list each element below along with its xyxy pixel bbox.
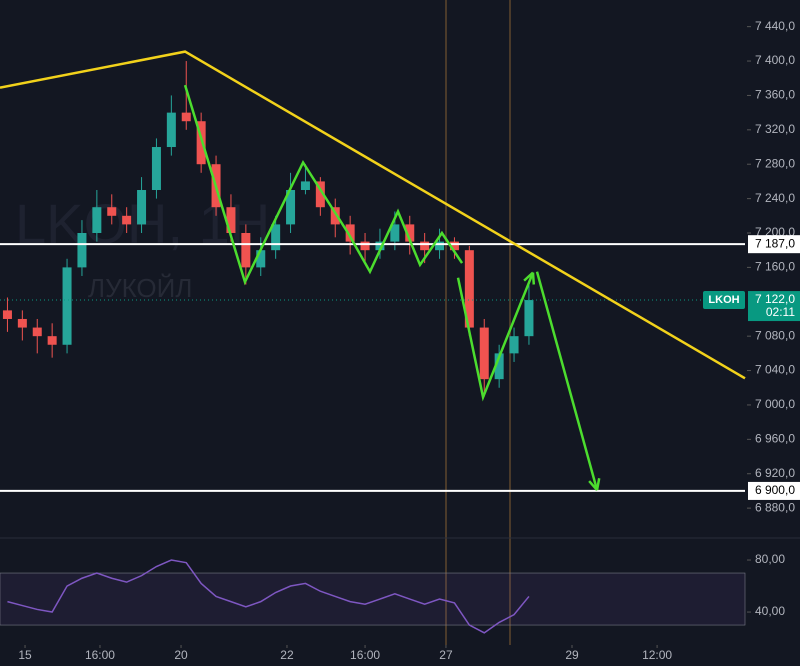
y-tick-label: 7 320,0 <box>755 122 795 136</box>
y-tick-label: 7 040,0 <box>755 363 795 377</box>
candle-body <box>107 207 117 216</box>
zigzag <box>456 272 535 402</box>
candle-body <box>2 310 12 319</box>
arrow-head <box>523 271 536 285</box>
candle-body <box>375 241 385 251</box>
candle-body <box>345 224 355 242</box>
countdown: 02:11 <box>766 305 795 319</box>
candle-body <box>300 181 310 191</box>
candle-body <box>256 250 266 268</box>
candle-body <box>494 353 504 380</box>
level-label: 6 900,0 <box>755 483 795 497</box>
y-tick-label: 6 920,0 <box>755 466 795 480</box>
candle-body <box>241 232 251 268</box>
candle-body <box>390 224 400 242</box>
watermark-sub: ЛУКОЙЛ <box>88 273 192 303</box>
candle-body <box>286 190 296 225</box>
y-tick-label: 7 000,0 <box>755 397 795 411</box>
last-price-box <box>748 291 800 322</box>
rsi-band <box>0 572 746 626</box>
candle-body <box>405 224 415 242</box>
y2-tick-label: 80,00 <box>755 552 785 566</box>
candle-body <box>166 112 176 148</box>
candle-body <box>479 327 489 380</box>
candle-body <box>17 318 27 328</box>
candle-body <box>137 190 147 225</box>
candle-body <box>330 207 340 225</box>
zigzag <box>535 271 599 491</box>
y2-tick-label: 40,00 <box>755 604 785 618</box>
candle-body <box>196 121 206 165</box>
candle-body <box>435 241 445 251</box>
candle-body <box>122 215 132 225</box>
candle-body <box>420 241 430 251</box>
candle-body <box>464 250 474 328</box>
y-tick-label: 7 240,0 <box>755 191 795 205</box>
rsi-line <box>7 559 530 634</box>
x-tick-label: 20 <box>174 648 188 662</box>
y-tick-label: 7 280,0 <box>755 156 795 170</box>
y-tick-label: 6 880,0 <box>755 500 795 514</box>
y-tick-label: 7 360,0 <box>755 88 795 102</box>
candle-body <box>151 147 161 191</box>
candle-body <box>271 224 281 251</box>
last-price-label: 7 122,0 <box>755 292 795 306</box>
candle-body <box>77 232 87 268</box>
x-tick-label: 16:00 <box>350 648 380 662</box>
candle-body <box>62 267 72 345</box>
candle-body <box>226 207 236 233</box>
y-tick-label: 6 960,0 <box>755 432 795 446</box>
level-label-box <box>748 235 800 254</box>
candle-body <box>47 336 57 345</box>
candle-body <box>315 181 325 208</box>
symbol-box <box>703 291 745 310</box>
candle-body <box>360 241 370 251</box>
candle-body <box>32 327 42 337</box>
x-tick-label: 15 <box>18 648 32 662</box>
y-tick-label: 7 080,0 <box>755 328 795 342</box>
arrow-head <box>588 478 601 491</box>
x-tick-label: 12:00 <box>642 648 672 662</box>
y-tick-label: 7 400,0 <box>755 53 795 67</box>
x-tick-label: 29 <box>565 648 579 662</box>
zigzag <box>183 84 464 286</box>
y-tick-label: 7 160,0 <box>755 260 795 274</box>
x-tick-label: 16:00 <box>85 648 115 662</box>
level-label-box <box>748 481 800 500</box>
candle-body <box>449 241 459 251</box>
x-tick-label: 27 <box>439 648 453 662</box>
symbol-label: LKOH <box>708 294 739 306</box>
x-tick-label: 22 <box>280 648 294 662</box>
candle-body <box>92 207 102 233</box>
level-label: 7 187,0 <box>755 236 795 250</box>
candle-body <box>524 300 534 337</box>
trendline <box>0 50 746 380</box>
candle-body <box>181 112 191 122</box>
candle-body <box>509 336 519 354</box>
y-tick-label: 7 440,0 <box>755 19 795 33</box>
